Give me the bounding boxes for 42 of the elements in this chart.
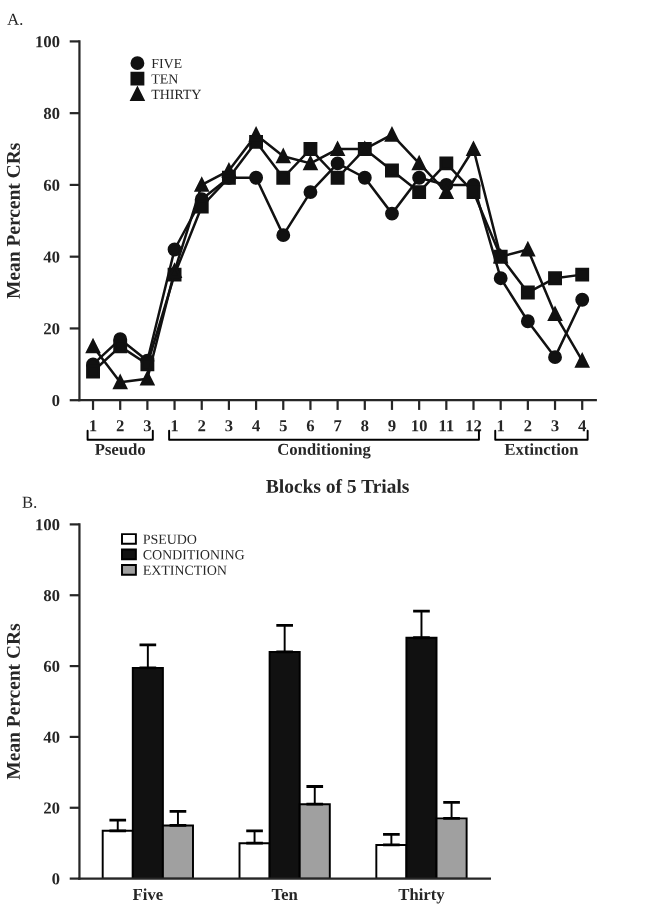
x-tick-label: 1	[171, 420, 178, 432]
chart-title: A.	[7, 13, 23, 25]
x-tick-label: 2	[116, 420, 124, 432]
x-tick-label: 10	[412, 420, 427, 432]
x-tick-label: Thirty	[398, 888, 445, 904]
x-tick-label: Ten	[271, 888, 298, 901]
y-tick-label: 40	[43, 731, 60, 743]
x-tick-label: 3	[143, 420, 151, 432]
x-tick-label: 3	[225, 420, 233, 432]
y-tick-label: 100	[36, 519, 60, 531]
y-axis-title: Mean Percent CRs	[6, 623, 20, 780]
y-tick-label: 80	[43, 107, 60, 120]
x-tick-label: 1	[90, 420, 97, 432]
x-tick-label: 8	[361, 420, 369, 432]
y-axis-title: Mean Percent CRs	[6, 143, 20, 299]
y-tick-label: 20	[44, 802, 60, 814]
x-tick-label: 3	[551, 420, 559, 432]
x-tick-label: 1	[497, 420, 504, 432]
y-tick-label: 20	[44, 323, 60, 335]
text: Conditioning	[278, 443, 371, 459]
x-tick-label: 7	[334, 420, 342, 432]
y-tick-label: 60	[43, 179, 60, 191]
y-tick-label: 80	[43, 589, 60, 602]
x-tick-label: Five	[132, 888, 163, 901]
chart-title: B.	[22, 496, 37, 508]
y-tick-label: 60	[43, 660, 60, 673]
x-tick-label: 9	[388, 420, 396, 432]
x-tick-label: 11	[439, 420, 454, 432]
x-tick-label: 2	[524, 420, 532, 432]
x-tick-label: 5	[279, 420, 287, 432]
x-tick-label: 6	[306, 420, 315, 432]
x-axis-title: Blocks of 5 Trials	[266, 479, 409, 493]
y-tick-label: 0	[52, 394, 60, 407]
x-tick-label: 4	[578, 420, 587, 432]
y-tick-label: 100	[36, 36, 60, 48]
x-tick-label: 12	[466, 420, 482, 432]
y-tick-label: 0	[52, 873, 60, 885]
y-tick-label: 40	[43, 251, 60, 263]
text: Pseudo	[95, 443, 146, 456]
text: Extinction	[504, 443, 579, 455]
x-tick-label: 2	[198, 420, 206, 432]
x-tick-label: 4	[252, 420, 260, 432]
